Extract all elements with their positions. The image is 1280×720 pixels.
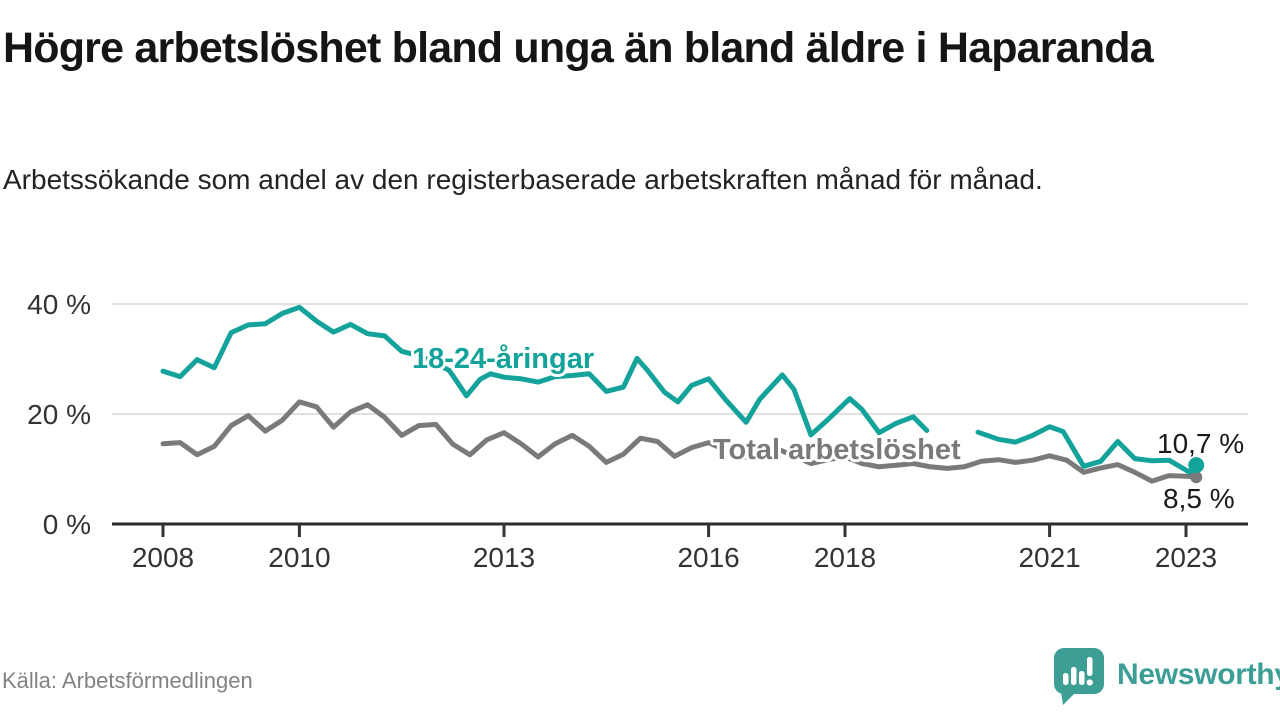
source-note: Källa: Arbetsförmedlingen — [2, 668, 253, 693]
line-chart: 0 %20 %40 %2008 2010 2013 2016 2018 2021 2023 … — [27, 289, 1248, 573]
newsworthy-wordmark: Newsworthy — [1117, 658, 1280, 691]
newsworthy-logo: Newsworthy — [1052, 644, 1280, 706]
series-label-total: Total arbetslöshet — [713, 434, 961, 466]
grid-layer: 0 % 20 % 40 % 2008 2010 2013 2016 2018 2021 2023 — [27, 289, 1248, 573]
series-line-18-24-åringar — [975, 424, 1199, 476]
series-line-Total arbetslöshet — [160, 399, 1199, 484]
x-tick-label: 2023 — [1155, 542, 1217, 573]
y-tick-label: 0 % — [43, 509, 91, 540]
end-value-label-total: 8,5 % — [1163, 483, 1235, 514]
end-dot-Total arbetslöshet — [1190, 471, 1203, 484]
x-tick-label: 2018 — [814, 542, 876, 573]
y-tick-label: 20 % — [27, 399, 91, 430]
x-tick-label: 2021 — [1018, 542, 1080, 573]
series-label-youth: 18-24-åringar — [412, 343, 594, 375]
y-tick-label: 40 % — [27, 289, 91, 320]
end-value-label-youth: 10,7 % — [1157, 428, 1244, 459]
end-dot-layer — [1188, 457, 1205, 484]
x-tick-label: 2008 — [132, 542, 194, 573]
speech-bubble-tail — [1061, 692, 1076, 705]
logo-bar-chart-glyph — [1063, 657, 1093, 686]
series-line-18-24-åringar — [160, 304, 930, 438]
x-tick-label: 2016 — [677, 542, 739, 573]
end-dot-18-24-åringar — [1188, 457, 1205, 474]
newsworthy-logo-icon — [1054, 648, 1104, 705]
chart-title: Högre arbetslöshet bland unga än bland ä… — [3, 24, 1154, 72]
x-tick-label: 2013 — [473, 542, 535, 573]
chart-subtitle: Arbetssökande som andel av den registerb… — [3, 164, 1043, 195]
x-tick-label: 2010 — [268, 542, 330, 573]
series-layer — [160, 304, 1199, 484]
